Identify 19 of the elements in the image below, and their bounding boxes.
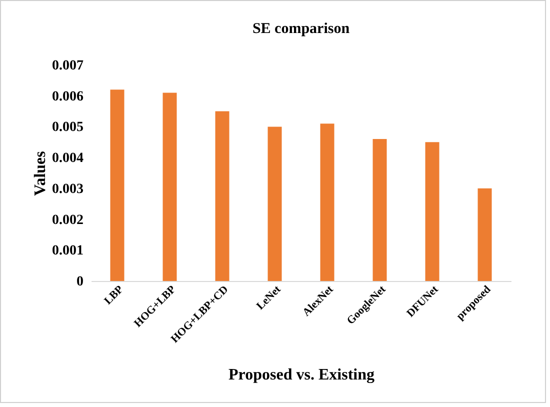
y-tick-label: 0 xyxy=(76,274,84,290)
y-tick-label: 0.001 xyxy=(52,244,84,259)
x-axis-title: Proposed vs. Existing xyxy=(228,366,374,384)
bar xyxy=(478,188,492,281)
bar xyxy=(425,142,440,281)
chart-title: SE comparison xyxy=(252,21,350,37)
y-tick-label: 0.006 xyxy=(52,89,84,104)
bar xyxy=(215,111,230,281)
y-tick-label: 0.002 xyxy=(52,212,84,228)
bar xyxy=(268,126,282,281)
bar xyxy=(162,92,177,281)
bar xyxy=(110,90,124,281)
bar xyxy=(320,124,334,281)
y-tick-label: 0.005 xyxy=(52,120,84,136)
y-tick-label: 0.004 xyxy=(52,151,84,166)
y-axis-title: Values xyxy=(32,151,49,196)
y-tick-label: 0.007 xyxy=(52,58,84,74)
bar xyxy=(372,139,387,281)
y-tick-label: 0.003 xyxy=(52,182,84,197)
